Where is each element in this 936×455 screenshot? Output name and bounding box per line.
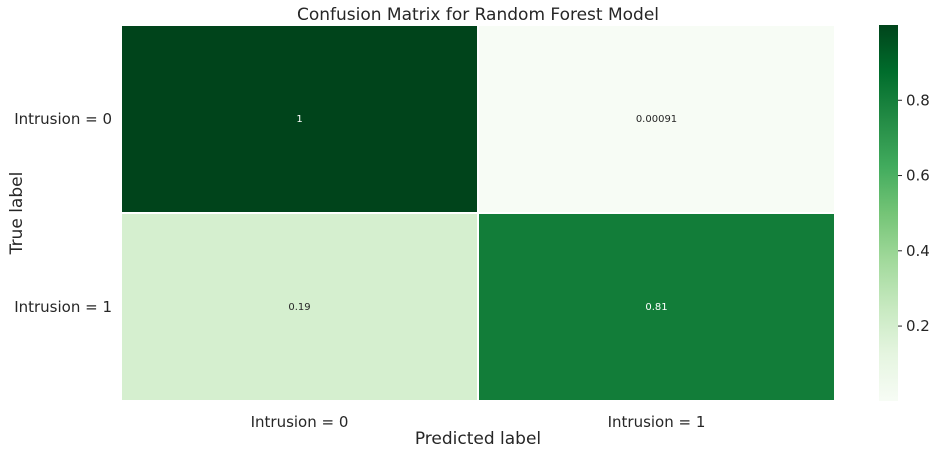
heatmap-cell-r0-c1: [477, 24, 836, 214]
heatmap-cell-r0-c0: [120, 24, 479, 214]
cell-value-r1-c0: 0.19: [288, 302, 310, 313]
heatmap-cell-r1-c1: [477, 212, 836, 402]
x-axis-label: Predicted label: [415, 429, 541, 449]
heatmap-cell-r1-c0: [120, 212, 479, 402]
colorbar-tick-label-3: 0.8: [906, 91, 930, 109]
heatmap-cells: [120, 24, 836, 402]
x-tick-label-1: Intrusion = 1: [608, 413, 706, 431]
y-tick-label-1: Intrusion = 1: [14, 298, 112, 316]
y-axis-label: True label: [7, 172, 27, 256]
chart-title: Confusion Matrix for Random Forest Model: [297, 5, 659, 25]
colorbar-tick-label-2: 0.6: [906, 167, 930, 185]
colorbar-tick-labels: 0.2 0.4 0.6 0.8: [898, 91, 930, 335]
y-tick-labels: Intrusion = 0 Intrusion = 1: [14, 110, 112, 316]
x-tick-labels: Intrusion = 0 Intrusion = 1: [251, 413, 706, 431]
heatmap-cell-labels: 1 0.00091 0.19 0.81: [288, 114, 677, 313]
y-tick-label-0: Intrusion = 0: [14, 110, 112, 128]
colorbar-tick-label-0: 0.2: [906, 317, 930, 335]
cell-value-r1-c1: 0.81: [645, 302, 667, 313]
cell-value-r0-c0: 1: [296, 114, 302, 125]
colorbar: [879, 25, 898, 401]
colorbar-tick-label-1: 0.4: [906, 242, 930, 260]
x-tick-label-0: Intrusion = 0: [251, 413, 349, 431]
cell-value-r0-c1: 0.00091: [636, 114, 677, 125]
